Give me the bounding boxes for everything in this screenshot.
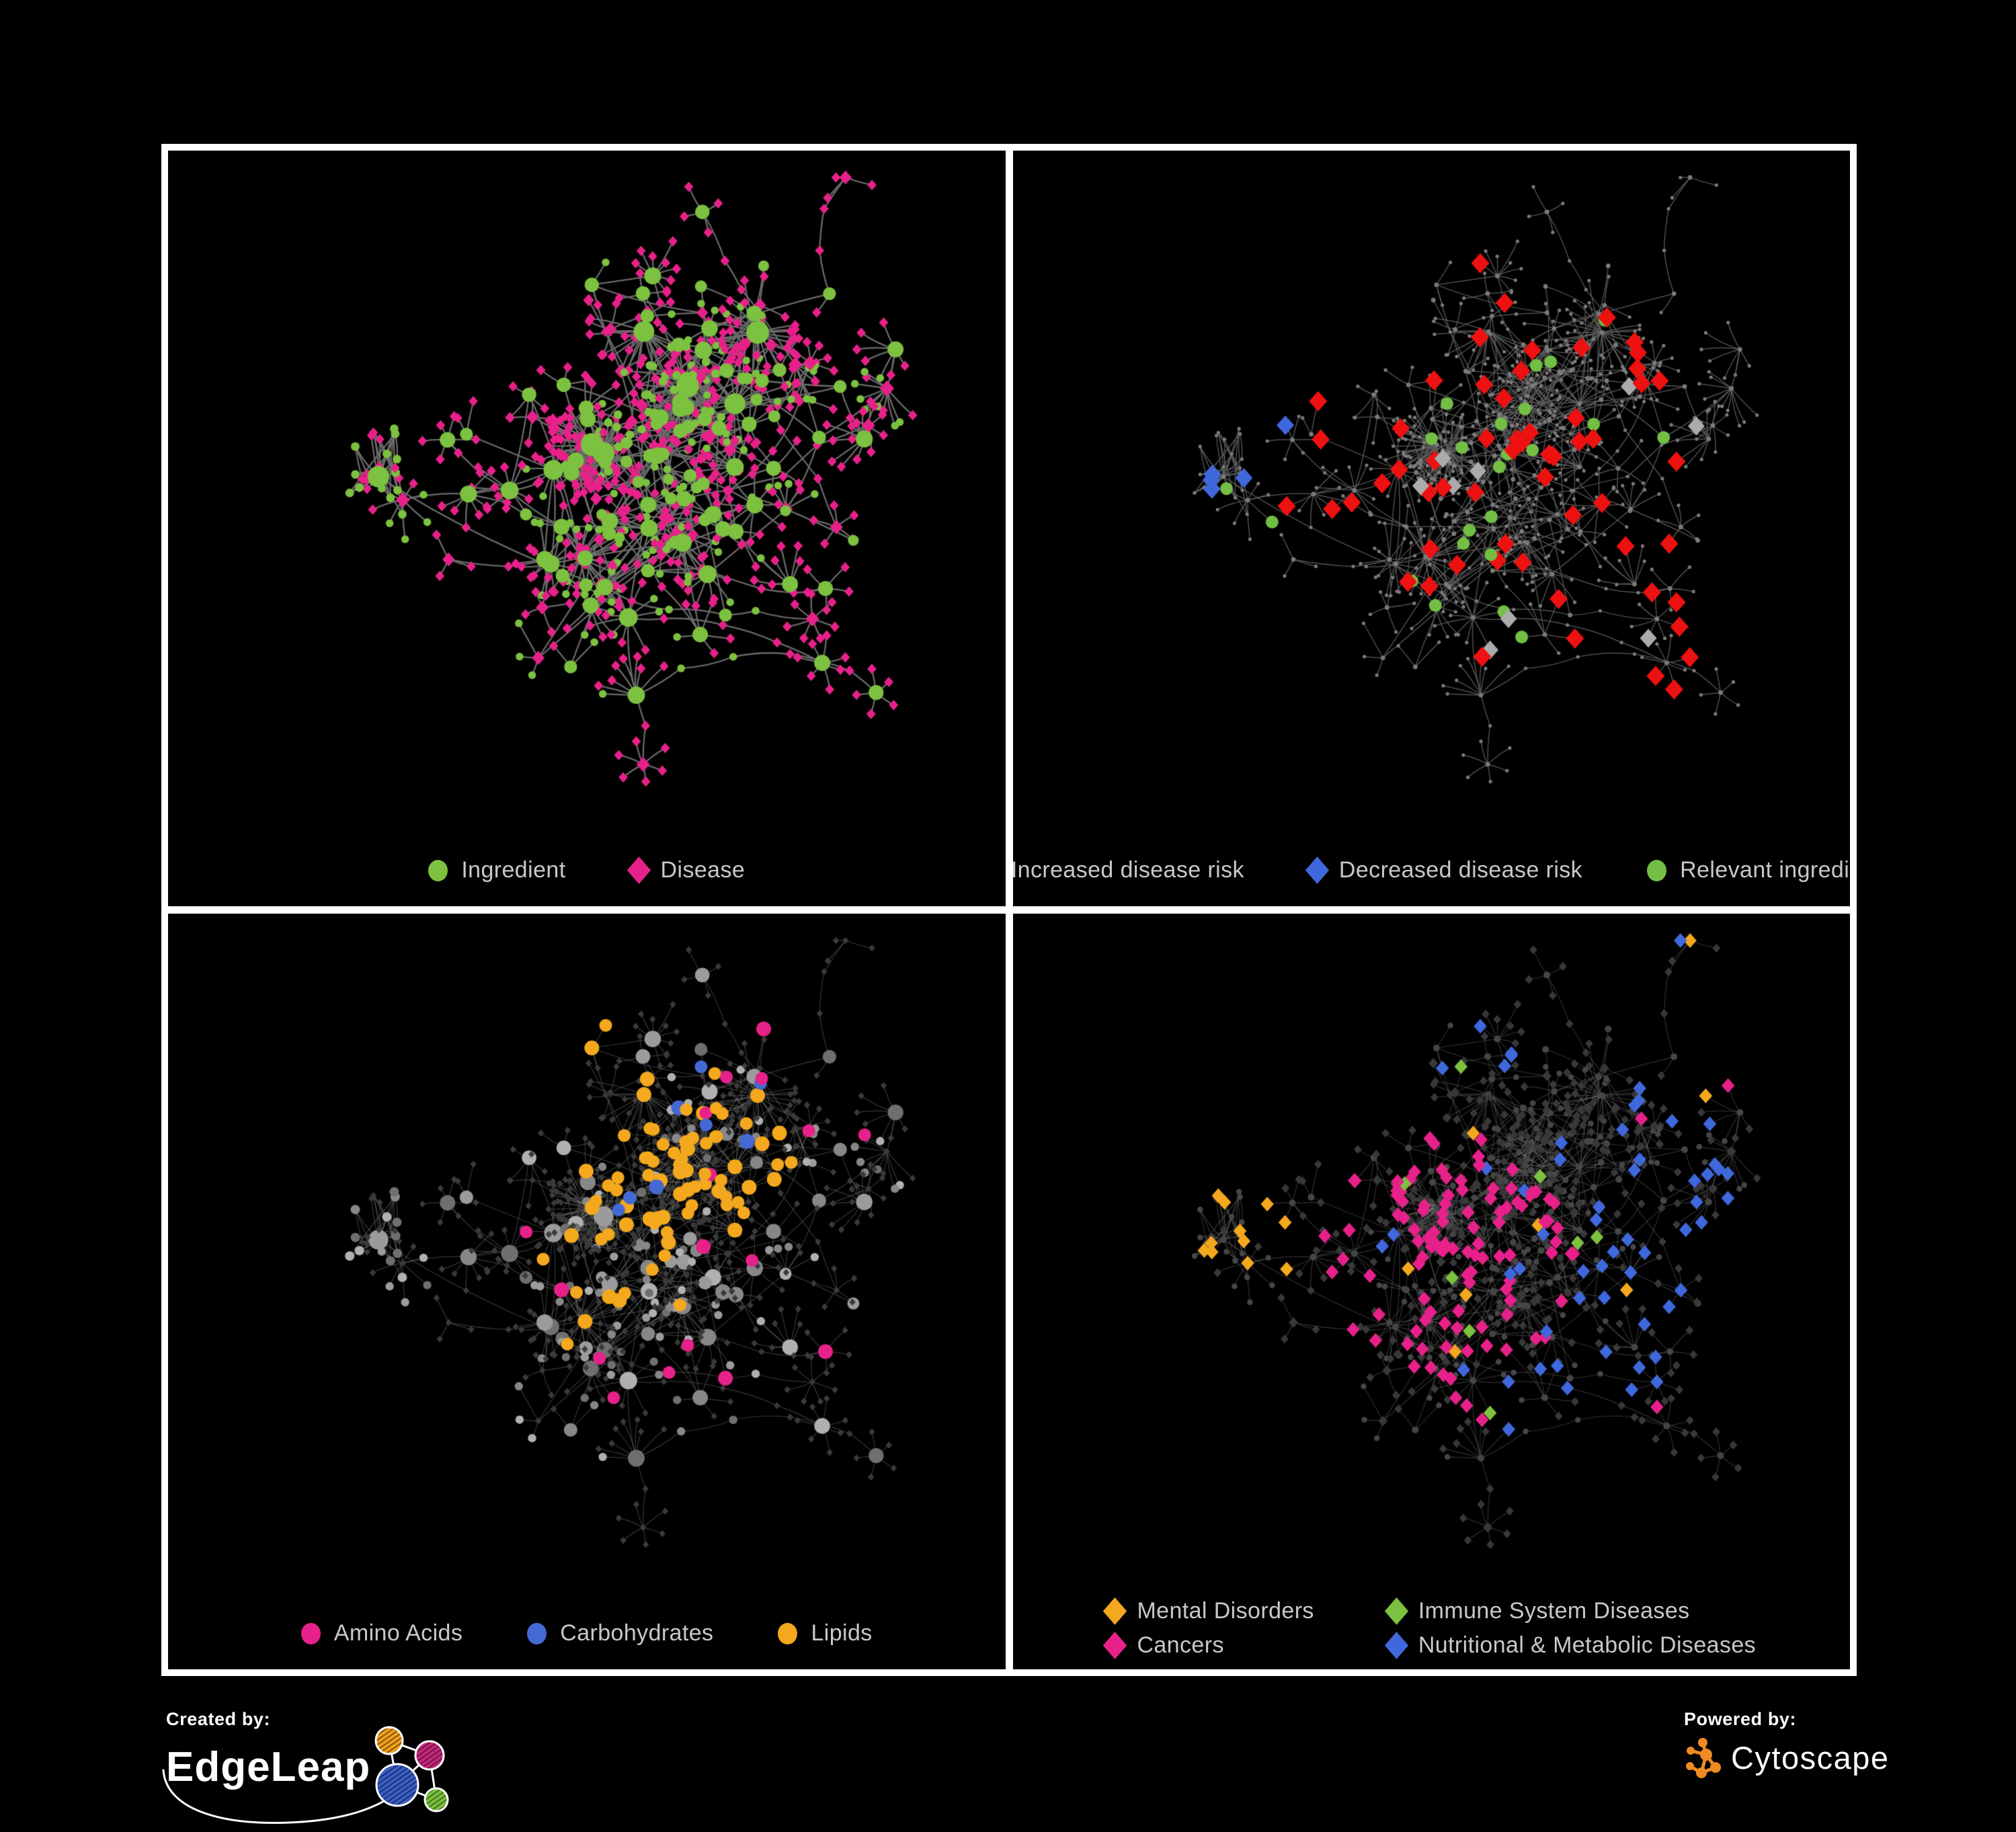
circle-legend-icon bbox=[428, 859, 448, 881]
created-by-block: Created by: EdgeLeap bbox=[162, 1709, 542, 1824]
legend-nutrient-classes: Amino Acids Carbohydrates Lipids bbox=[168, 1620, 1006, 1646]
legend-ingredient-disease: Ingredient Disease bbox=[168, 857, 1006, 884]
circle-legend-icon bbox=[778, 1622, 798, 1644]
edgeleap-network-icon bbox=[374, 1726, 449, 1813]
legend-label: Decreased disease risk bbox=[1338, 857, 1583, 883]
circle-legend-icon bbox=[300, 1622, 321, 1644]
disease-categories-network-graph bbox=[1012, 914, 1850, 1669]
cytoscape-wordmark: Cytoscape bbox=[1731, 1739, 1890, 1776]
panel-disease-categories: Mental Disorders Immune System Diseases Ca… bbox=[1012, 914, 1851, 1669]
circle-legend-icon bbox=[527, 1622, 547, 1644]
edgeleap-wordmark: EdgeLeap bbox=[166, 1744, 371, 1790]
legend-disease-categories: Mental Disorders Immune System Diseases Ca… bbox=[1013, 1597, 1851, 1659]
legend-label: Immune System Diseases bbox=[1418, 1598, 1690, 1624]
diamond-legend-icon bbox=[1384, 1632, 1409, 1659]
legend-label: Lipids bbox=[811, 1620, 873, 1646]
legend-item: Lipids bbox=[778, 1620, 872, 1646]
cytoscape-network-icon bbox=[1686, 1738, 1721, 1778]
ingredient-disease-network-graph bbox=[168, 151, 1006, 906]
diamond-legend-icon bbox=[1103, 1632, 1127, 1659]
legend-item: Nutritional & Metabolic Diseases bbox=[1384, 1632, 1757, 1659]
created-by-label: Created by: bbox=[166, 1709, 271, 1729]
legend-label: Carbohydrates bbox=[560, 1620, 714, 1646]
legend-label: Disease bbox=[660, 857, 745, 883]
panel-disease-risk: Increased disease risk Decreased disease … bbox=[1012, 151, 1850, 906]
legend-disease-risk: Increased disease risk Decreased disease … bbox=[1013, 857, 1850, 884]
legend-label: Increased disease risk bbox=[1012, 857, 1244, 883]
legend-item: Relevant ingredient bbox=[1647, 857, 1850, 883]
legend-item: Ingredient bbox=[428, 857, 565, 883]
circle-legend-icon bbox=[1647, 859, 1667, 881]
powered-by-label: Powered by: bbox=[1684, 1709, 1797, 1729]
diamond-legend-icon bbox=[1103, 1597, 1127, 1625]
legend-label: Relevant ingredient bbox=[1680, 857, 1850, 883]
edgeleap-logo: EdgeLeap bbox=[162, 1726, 542, 1824]
legend-label: Cancers bbox=[1137, 1632, 1224, 1658]
panel-nutrient-classes: Amino Acids Carbohydrates Lipids bbox=[168, 914, 1006, 1669]
legend-item: Increased disease risk bbox=[1013, 857, 1244, 883]
legend-item: Amino Acids bbox=[300, 1620, 463, 1646]
legend-item: Carbohydrates bbox=[527, 1620, 713, 1646]
panel-grid: Ingredient Disease Increased disease risk… bbox=[161, 144, 1857, 1676]
legend-label: Nutritional & Metabolic Diseases bbox=[1418, 1632, 1757, 1658]
diamond-legend-icon bbox=[1305, 857, 1330, 884]
legend-label: Amino Acids bbox=[333, 1620, 463, 1646]
powered-by-block: Powered by: bbox=[1684, 1709, 1966, 1790]
legend-item: Decreased disease risk bbox=[1305, 857, 1583, 884]
nutrient-classes-network-graph bbox=[168, 914, 1006, 1669]
legend-label: Mental Disorders bbox=[1137, 1598, 1314, 1624]
diamond-legend-icon bbox=[1384, 1597, 1409, 1625]
legend-label: Ingredient bbox=[461, 857, 566, 883]
cytoscape-logo: Cytoscape bbox=[1684, 1737, 1966, 1778]
legend-item: Mental Disorders bbox=[1103, 1597, 1314, 1625]
legend-item: Disease bbox=[627, 857, 745, 884]
legend-item: Immune System Diseases bbox=[1384, 1597, 1756, 1625]
legend-item: Cancers bbox=[1103, 1632, 1314, 1659]
diamond-legend-icon bbox=[627, 857, 651, 884]
disease-risk-network-graph bbox=[1012, 151, 1850, 906]
panel-ingredient-disease: Ingredient Disease bbox=[168, 151, 1006, 906]
